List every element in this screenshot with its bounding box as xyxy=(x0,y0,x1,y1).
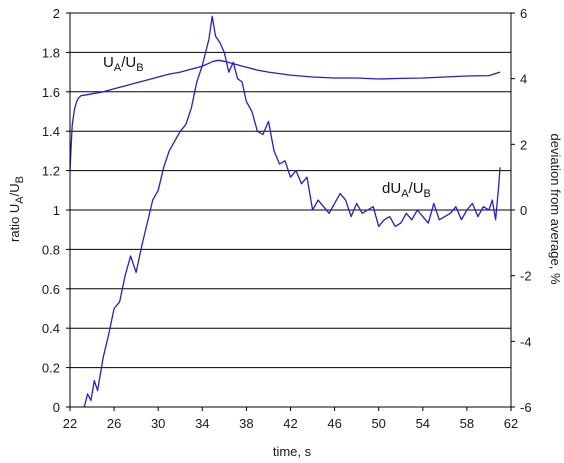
series-lines xyxy=(69,15,501,408)
y2-tick-label-2: -2 xyxy=(520,269,532,284)
series-line-ratio xyxy=(69,59,501,171)
y2-axis-label: deviation from average, % xyxy=(548,133,563,284)
x-tick-label-0: 22 xyxy=(63,416,77,431)
gridlines xyxy=(70,12,511,369)
y-tick-label-7: 1.4 xyxy=(42,124,60,139)
x-tick-label-5: 42 xyxy=(283,416,297,431)
y2-tick-label-6: 6 xyxy=(520,6,527,21)
x-tick-label-3: 34 xyxy=(195,416,209,431)
y-tick-label-9: 1.8 xyxy=(42,45,60,60)
y2-tick-labels: -6 -4 -2 0 2 4 6 xyxy=(520,6,532,415)
y2-tick-label-1: -4 xyxy=(520,334,532,349)
y-tick-label-6: 1.2 xyxy=(42,164,60,179)
y2-tick-label-5: 4 xyxy=(520,72,527,87)
x-tick-label-9: 58 xyxy=(460,416,474,431)
y-tick-label-1: 0.2 xyxy=(42,361,60,376)
x-axis-label: time, s xyxy=(273,444,312,459)
x-tick-label-2: 30 xyxy=(151,416,165,431)
y-tick-label-10: 2 xyxy=(53,6,60,21)
y-tick-label-0: 0 xyxy=(53,400,60,415)
y2-tick-label-3: 0 xyxy=(520,203,527,218)
y-tick-labels: 0 0.2 0.4 0.6 0.8 1 1.2 1.4 1.6 1.8 2 xyxy=(42,6,60,415)
x-tick-labels: 22 26 30 34 38 42 46 50 54 58 62 xyxy=(63,416,518,431)
ratio-series-annotation: UA/UB xyxy=(103,54,144,74)
y-tick-label-2: 0.4 xyxy=(42,321,60,336)
x-tick-label-6: 46 xyxy=(327,416,341,431)
y2-tick-label-0: -6 xyxy=(520,400,532,415)
y-tick-label-5: 1 xyxy=(53,203,60,218)
x-tick-label-8: 54 xyxy=(416,416,430,431)
x-tick-label-10: 62 xyxy=(504,416,518,431)
y-tick-label-4: 0.8 xyxy=(42,242,60,257)
axes xyxy=(66,12,515,411)
y-tick-label-8: 1.6 xyxy=(42,85,60,100)
x-tick-label-4: 38 xyxy=(239,416,253,431)
deviation-series-annotation: dUA/UB xyxy=(382,180,431,200)
x-tick-label-1: 26 xyxy=(107,416,121,431)
y-axis-label: ratio UA/UB xyxy=(7,176,26,242)
y-tick-label-3: 0.6 xyxy=(42,282,60,297)
y2-tick-label-4: 2 xyxy=(520,137,527,152)
series-line-deviation xyxy=(83,15,501,408)
x-tick-label-7: 50 xyxy=(371,416,385,431)
